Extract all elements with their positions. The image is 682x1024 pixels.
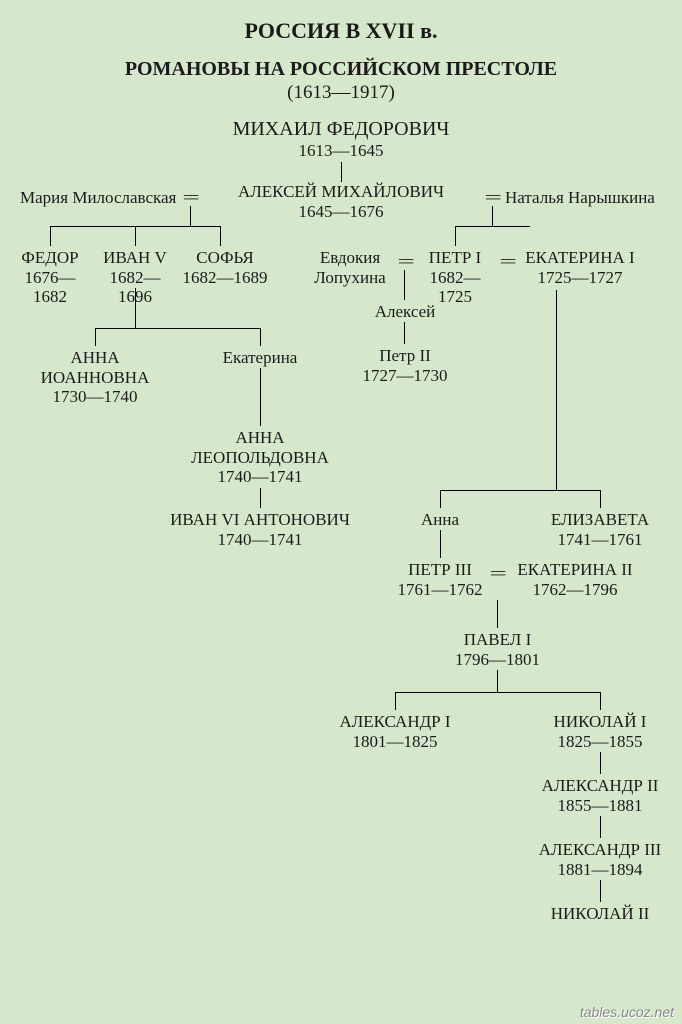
page-title-2: РОМАНОВЫ НА РОССИЙСКОМ ПРЕСТОЛЕ	[0, 58, 682, 81]
node-petr1-years: 1682—1725	[415, 268, 495, 307]
edge	[556, 290, 557, 490]
edge	[260, 328, 261, 346]
edge	[341, 162, 342, 182]
edge	[600, 880, 601, 902]
marriage-mark: ==	[500, 252, 513, 272]
node-alex1-name: АЛЕКСАНДР I	[330, 712, 460, 732]
node-alex3-years: 1881—1894	[520, 860, 680, 880]
node-maria-name: Мария Милославская	[20, 188, 176, 207]
marriage-mark: ==	[183, 188, 196, 208]
node-ekativ-name: Екатерина	[215, 348, 305, 368]
edge	[455, 226, 530, 227]
edge	[600, 692, 601, 710]
node-nik2-name: НИКОЛАЙ II	[530, 904, 670, 924]
edge	[600, 490, 601, 508]
page-title-years: (1613—1917)	[0, 82, 682, 104]
node-ekat1-years: 1725—1727	[520, 268, 640, 288]
marriage-mark: ==	[490, 564, 503, 584]
edge	[492, 206, 493, 226]
edge	[404, 270, 405, 300]
edge	[260, 488, 261, 508]
node-eliz-name: ЕЛИЗАВЕТА	[535, 510, 665, 530]
edge	[404, 322, 405, 344]
node-ekat2-years: 1762—1796	[510, 580, 640, 600]
edge	[440, 530, 441, 558]
node-alexeip-name: Алексей	[360, 302, 450, 322]
node-ivan6-name: ИВАН VI АНТОНОВИЧ	[160, 510, 360, 530]
edge	[440, 490, 600, 491]
edge	[260, 368, 261, 426]
node-alex2-name: АЛЕКСАНДР II	[525, 776, 675, 796]
node-nik1-name: НИКОЛАЙ I	[535, 712, 665, 732]
node-natalia-name: Наталья Нарышкина	[505, 188, 655, 207]
node-ivan5-name: ИВАН V	[95, 248, 175, 268]
node-alexeim-name: АЛЕКСЕЙ МИХАЙЛОВИЧ	[200, 182, 482, 202]
edge	[455, 226, 456, 246]
node-annal-name: АННА	[180, 428, 340, 448]
node-petr2-name: Петр II	[360, 346, 450, 366]
node-sofia-name: СОФЬЯ	[180, 248, 270, 268]
node-petr1-name: ПЕТР I	[415, 248, 495, 268]
node-mikhail-name: МИХАИЛ ФЕДОРОВИЧ	[0, 118, 682, 141]
marriage-mark: ==	[398, 252, 411, 272]
page-title-1: РОССИЯ В XVII в.	[0, 18, 682, 43]
node-annai-years: 1730—1740	[15, 387, 175, 407]
node-evdokia-name: Евдокия	[310, 248, 390, 268]
node-alexeim-years: 1645—1676	[200, 202, 482, 222]
edge	[497, 670, 498, 692]
node-alex2-years: 1855—1881	[525, 796, 675, 816]
node-evdokia-name2: Лопухина	[310, 268, 390, 288]
node-ivan6-years: 1740—1741	[160, 530, 360, 550]
node-petr3-years: 1761—1762	[395, 580, 485, 600]
node-mikhail-years: 1613—1645	[0, 141, 682, 161]
edge	[135, 226, 136, 246]
node-sofia-years: 1682—1689	[180, 268, 270, 288]
node-annap-name: Анна	[400, 510, 480, 530]
edge	[600, 816, 601, 838]
node-fedor-years: 1676—1682	[10, 268, 90, 307]
node-fedor-name: ФЕДОР	[10, 248, 90, 268]
node-alex3-name: АЛЕКСАНДР III	[520, 840, 680, 860]
node-eliz-years: 1741—1761	[535, 530, 665, 550]
node-ekat1-name: ЕКАТЕРИНА I	[520, 248, 640, 268]
node-petr2-years: 1727—1730	[360, 366, 450, 386]
node-nik1-years: 1825—1855	[535, 732, 665, 752]
node-annal-years: 1740—1741	[180, 467, 340, 487]
node-petr3-name: ПЕТР III	[395, 560, 485, 580]
edge	[395, 692, 396, 710]
edge	[395, 692, 600, 693]
node-pavel-name: ПАВЕЛ I	[440, 630, 555, 650]
edge	[440, 490, 441, 508]
edge	[497, 600, 498, 628]
edge	[135, 288, 136, 328]
node-annai-name: АННА ИОАННОВНА	[15, 348, 175, 387]
watermark: tables.ucoz.net	[580, 1004, 674, 1020]
node-pavel-years: 1796—1801	[440, 650, 555, 670]
edge	[600, 752, 601, 774]
edge	[50, 226, 51, 246]
node-annal-name2: ЛЕОПОЛЬДОВНА	[180, 448, 340, 468]
edge	[220, 226, 221, 246]
edge	[190, 206, 191, 226]
node-ekat2-name: ЕКАТЕРИНА II	[510, 560, 640, 580]
marriage-mark: ==	[485, 188, 498, 208]
edge	[95, 328, 96, 346]
node-alex1-years: 1801—1825	[330, 732, 460, 752]
edge	[95, 328, 260, 329]
